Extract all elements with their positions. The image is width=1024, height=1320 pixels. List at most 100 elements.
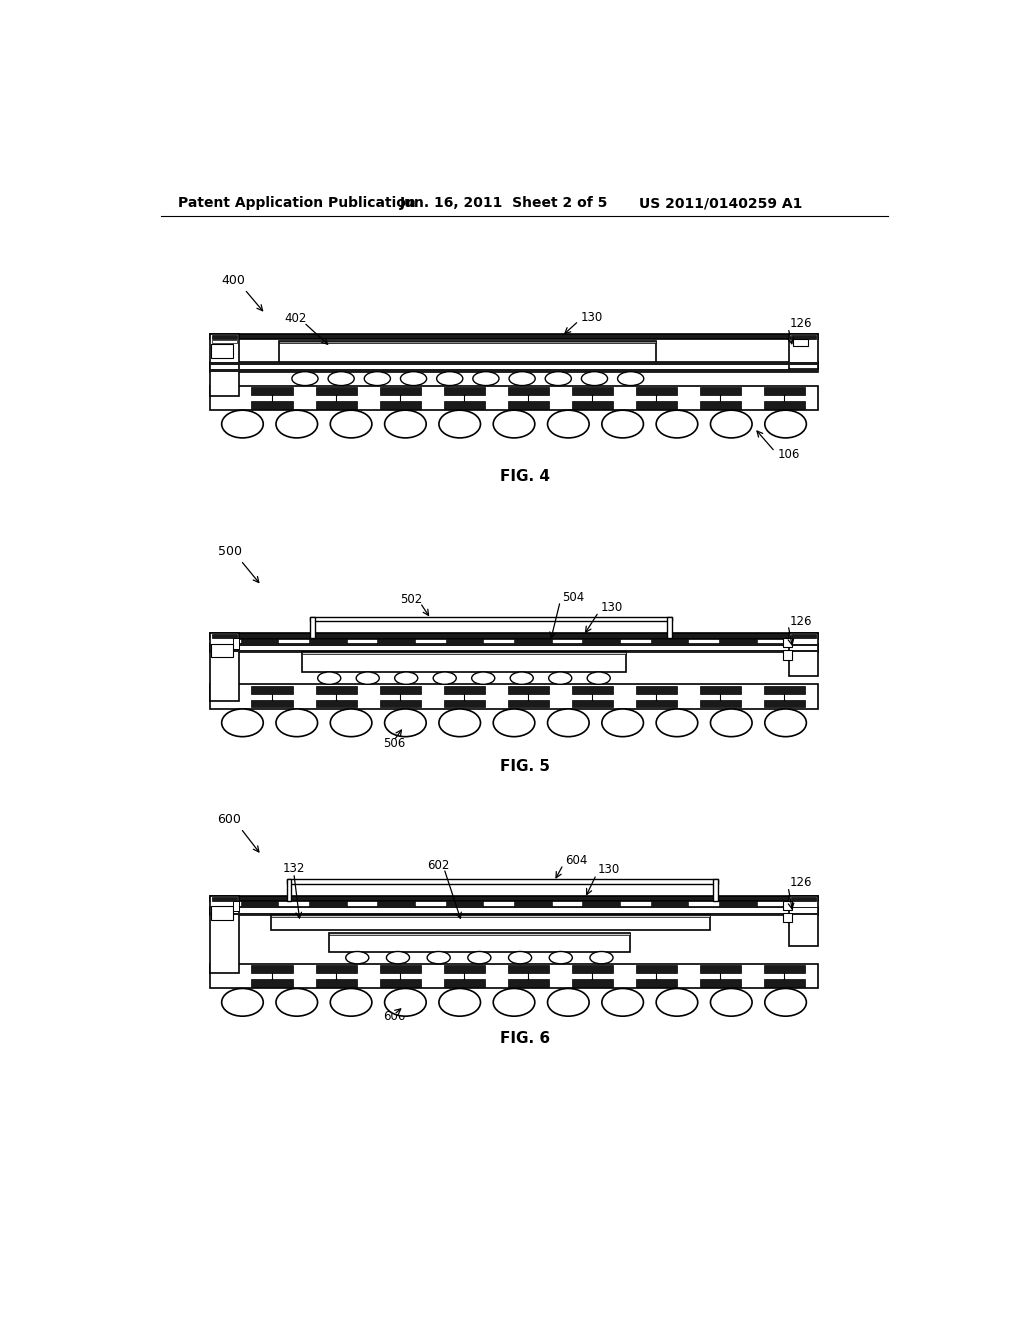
Ellipse shape — [656, 709, 697, 737]
Bar — [445, 639, 483, 644]
Ellipse shape — [385, 989, 426, 1016]
Bar — [210, 634, 240, 701]
Bar — [571, 965, 613, 973]
Ellipse shape — [439, 411, 480, 438]
Ellipse shape — [328, 372, 354, 385]
Ellipse shape — [711, 709, 752, 737]
Bar — [764, 979, 805, 987]
Ellipse shape — [385, 411, 426, 438]
Ellipse shape — [656, 411, 697, 438]
Bar — [287, 879, 718, 884]
Ellipse shape — [317, 672, 341, 684]
Text: 504: 504 — [562, 591, 584, 603]
Ellipse shape — [331, 989, 372, 1016]
Text: 500: 500 — [217, 545, 242, 557]
Bar — [252, 387, 293, 395]
Bar — [571, 979, 613, 987]
Text: 126: 126 — [790, 615, 812, 628]
Ellipse shape — [510, 672, 534, 684]
Bar — [699, 979, 741, 987]
Bar — [699, 387, 741, 395]
Bar — [443, 401, 485, 409]
Bar — [211, 644, 233, 657]
Bar — [330, 933, 630, 952]
Text: FIG. 4: FIG. 4 — [500, 469, 550, 484]
Ellipse shape — [473, 372, 499, 385]
Bar — [788, 896, 818, 946]
Bar — [782, 913, 792, 923]
Bar — [782, 638, 792, 647]
Bar — [380, 965, 421, 973]
Ellipse shape — [582, 372, 607, 385]
Bar — [792, 896, 816, 900]
Bar — [310, 616, 314, 638]
Ellipse shape — [439, 989, 480, 1016]
Ellipse shape — [468, 952, 490, 964]
Bar — [380, 387, 421, 395]
Ellipse shape — [587, 672, 610, 684]
Ellipse shape — [656, 989, 697, 1016]
Bar — [508, 387, 549, 395]
Bar — [764, 401, 805, 409]
Bar — [508, 700, 549, 708]
Bar — [699, 700, 741, 708]
Ellipse shape — [509, 952, 531, 964]
Ellipse shape — [765, 709, 806, 737]
Ellipse shape — [602, 989, 643, 1016]
Ellipse shape — [276, 989, 317, 1016]
Bar — [315, 401, 357, 409]
Text: 130: 130 — [598, 863, 621, 876]
Ellipse shape — [276, 709, 317, 737]
Bar — [315, 979, 357, 987]
Bar — [302, 652, 626, 672]
Text: Jun. 16, 2011  Sheet 2 of 5: Jun. 16, 2011 Sheet 2 of 5 — [400, 197, 608, 210]
Text: 604: 604 — [565, 854, 588, 867]
Bar — [302, 652, 626, 655]
Bar — [210, 334, 818, 339]
Ellipse shape — [331, 411, 372, 438]
Bar — [443, 965, 485, 973]
Bar — [210, 896, 240, 973]
Text: 502: 502 — [400, 593, 422, 606]
Bar — [636, 700, 677, 708]
Bar — [309, 639, 346, 644]
Bar — [719, 639, 757, 644]
Bar — [764, 965, 805, 973]
Ellipse shape — [385, 709, 426, 737]
Ellipse shape — [400, 372, 427, 385]
Bar — [210, 907, 818, 908]
Ellipse shape — [549, 672, 571, 684]
Bar — [252, 965, 293, 973]
Text: 134: 134 — [212, 908, 233, 917]
Ellipse shape — [602, 411, 643, 438]
Ellipse shape — [472, 672, 495, 684]
Bar — [252, 700, 293, 708]
Bar — [210, 896, 818, 902]
Bar — [252, 401, 293, 409]
Bar — [233, 900, 240, 911]
Ellipse shape — [602, 709, 643, 737]
Bar — [764, 700, 805, 708]
Ellipse shape — [365, 372, 390, 385]
Bar — [210, 913, 818, 915]
Ellipse shape — [346, 952, 369, 964]
Ellipse shape — [617, 372, 644, 385]
Bar — [508, 401, 549, 409]
Bar — [636, 965, 677, 973]
Text: 132: 132 — [283, 862, 304, 875]
Ellipse shape — [548, 411, 589, 438]
Bar — [792, 335, 816, 339]
Ellipse shape — [765, 989, 806, 1016]
Bar — [210, 644, 818, 652]
Bar — [571, 401, 613, 409]
Bar — [650, 639, 688, 644]
Bar — [380, 401, 421, 409]
Bar — [583, 902, 620, 907]
Ellipse shape — [494, 709, 535, 737]
Ellipse shape — [711, 411, 752, 438]
Text: 402: 402 — [285, 312, 307, 325]
Bar — [788, 334, 818, 368]
Bar — [764, 686, 805, 693]
Bar — [793, 339, 808, 346]
Ellipse shape — [394, 672, 418, 684]
